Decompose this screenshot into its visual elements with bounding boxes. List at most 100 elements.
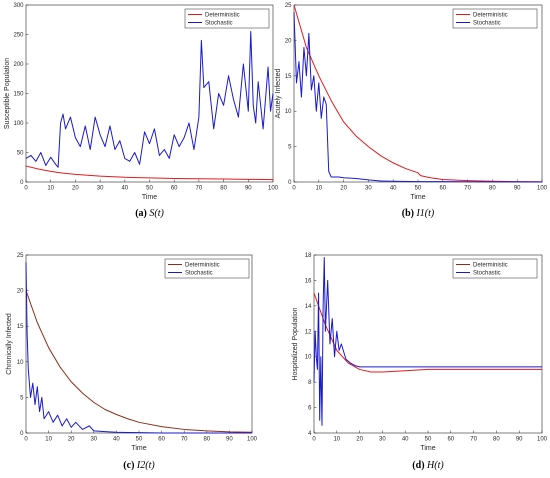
x-tick-label: 80 <box>489 186 496 192</box>
x-tick-label: 50 <box>415 186 422 192</box>
panel-c: 0 10 20 30 40 50 60 70 80 90 100 0 5 10 15 20 25 Time Ch… <box>6 253 258 471</box>
x-tick-label: 70 <box>181 437 188 443</box>
y-tick-label: 20 <box>285 38 292 44</box>
caption-math: S(t) <box>149 208 164 219</box>
series-line-stochastic <box>25 31 274 168</box>
series-layer <box>25 31 274 181</box>
legend-label-stochastic: Stochastic <box>473 21 501 27</box>
x-tick-label: 60 <box>447 437 454 443</box>
x-tick-label: 100 <box>268 186 279 192</box>
y-tick-label: 10 <box>285 109 292 115</box>
caption-math: H(t) <box>426 460 444 471</box>
x-tick-label: 90 <box>245 186 252 192</box>
x-tick-label: 0 <box>24 186 28 192</box>
x-tick-label: 40 <box>113 437 120 443</box>
x-tick-label: 70 <box>464 186 471 192</box>
legend: Deterministic Stochastic <box>452 258 538 279</box>
legend-box <box>164 258 250 279</box>
y-axis-label: Susceptible Population <box>4 58 11 129</box>
x-tick-label: 100 <box>537 437 548 443</box>
x-tick-label: 20 <box>340 186 347 192</box>
x-tick-label: 10 <box>333 437 340 443</box>
y-axis-label: Hospitalized Population <box>292 307 299 380</box>
y-tick-label: 12 <box>305 329 312 335</box>
ticks: 0 10 20 30 40 50 60 70 80 90 100 4 6 8 10 12 14 16 18 <box>305 253 548 443</box>
y-tick-label: 4 <box>308 431 312 437</box>
legend: Deterministic Stochastic <box>452 8 538 29</box>
y-tick-label: 14 <box>305 304 312 310</box>
legend-box <box>452 258 538 279</box>
x-tick-label: 90 <box>516 437 523 443</box>
x-axis-label: Time <box>131 445 146 452</box>
legend-label-deterministic: Deterministic <box>185 263 220 269</box>
ticks: 0 10 20 30 40 50 60 70 80 90 100 0 5 10 15 20 25 <box>17 253 258 443</box>
x-tick-label: 40 <box>402 437 409 443</box>
y-tick-label: 18 <box>305 253 312 259</box>
legend-label-stochastic: Stochastic <box>185 271 213 277</box>
x-tick-label: 60 <box>158 437 165 443</box>
y-tick-label: 6 <box>308 406 312 412</box>
series-layer <box>313 257 542 426</box>
x-tick-label: 30 <box>379 437 386 443</box>
y-tick-label: 250 <box>13 33 24 39</box>
x-tick-label: 20 <box>68 437 75 443</box>
x-tick-label: 40 <box>390 186 397 192</box>
panel-b: 0 10 20 30 40 50 60 70 80 90 100 0 5 10 15 20 25 Time Ac… <box>275 3 548 219</box>
panel-a: 0 10 20 30 40 50 60 70 80 90 100 0 50 100 150 200 250 300… <box>4 3 279 219</box>
legend-label-deterministic: Deterministic <box>205 13 240 19</box>
y-tick-label: 5 <box>288 145 292 151</box>
x-tick-label: 10 <box>47 186 54 192</box>
x-tick-label: 0 <box>24 437 28 443</box>
x-tick-label: 30 <box>90 437 97 443</box>
caption-label: (d) <box>412 460 424 471</box>
legend-box <box>452 8 538 29</box>
y-tick-label: 300 <box>13 3 24 9</box>
caption-label: (a) <box>135 208 147 219</box>
legend-label-deterministic: Deterministic <box>473 13 508 19</box>
series-line-stochastic <box>313 257 542 426</box>
caption-a: (a) S(t) <box>135 208 164 219</box>
y-axis-label: Chronically Infected <box>6 313 13 375</box>
x-tick-label: 60 <box>171 186 178 192</box>
series-line-stochastic <box>25 262 252 434</box>
caption-b: (b) I1(t) <box>402 208 435 219</box>
series-layer <box>293 4 543 183</box>
y-axis-label: Acutely Infected <box>275 68 282 118</box>
y-tick-label: 25 <box>285 3 292 9</box>
ticks: 0 10 20 30 40 50 60 70 80 90 100 0 50 100 150 200 250 300 <box>13 3 278 192</box>
caption-label: (c) <box>123 460 134 471</box>
plot-frame <box>293 4 543 183</box>
x-tick-label: 20 <box>72 186 79 192</box>
y-tick-label: 20 <box>17 289 24 295</box>
series-line-stochastic <box>293 12 543 183</box>
caption-d: (d) H(t) <box>412 460 444 471</box>
y-tick-label: 15 <box>17 324 24 330</box>
ticks: 0 10 20 30 40 50 60 70 80 90 100 0 5 10 15 20 25 <box>285 3 548 192</box>
y-tick-label: 0 <box>288 180 292 186</box>
y-tick-label: 150 <box>13 92 24 98</box>
x-tick-label: 70 <box>196 186 203 192</box>
x-tick-label: 70 <box>470 437 477 443</box>
y-tick-label: 16 <box>305 278 312 284</box>
legend-label-stochastic: Stochastic <box>473 271 501 277</box>
x-tick-label: 80 <box>203 437 210 443</box>
x-tick-label: 50 <box>146 186 153 192</box>
series-line-deterministic <box>293 4 543 183</box>
caption-math: I1(t) <box>415 208 434 219</box>
y-tick-label: 200 <box>13 62 24 68</box>
plot-frame <box>313 254 543 434</box>
x-axis-label: Time <box>420 445 435 452</box>
x-tick-label: 50 <box>425 437 432 443</box>
caption-c: (c) I2(t) <box>123 460 155 471</box>
y-tick-label: 8 <box>308 380 312 386</box>
legend: Deterministic Stochastic <box>164 258 250 279</box>
legend-label-deterministic: Deterministic <box>473 263 508 269</box>
x-tick-label: 30 <box>97 186 104 192</box>
x-tick-label: 10 <box>45 437 52 443</box>
y-tick-label: 25 <box>17 253 24 259</box>
plot-frame <box>25 254 253 434</box>
x-tick-label: 20 <box>356 437 363 443</box>
legend-label-stochastic: Stochastic <box>205 21 233 27</box>
y-tick-label: 5 <box>20 395 24 401</box>
